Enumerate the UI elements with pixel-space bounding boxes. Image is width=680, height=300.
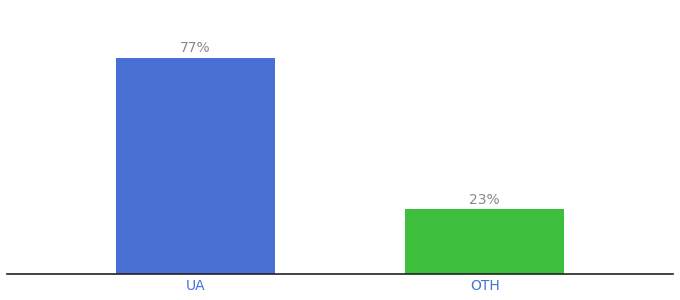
Text: 77%: 77% — [180, 41, 211, 55]
Bar — [405, 209, 564, 274]
Text: 23%: 23% — [469, 193, 500, 207]
Bar — [116, 58, 275, 274]
